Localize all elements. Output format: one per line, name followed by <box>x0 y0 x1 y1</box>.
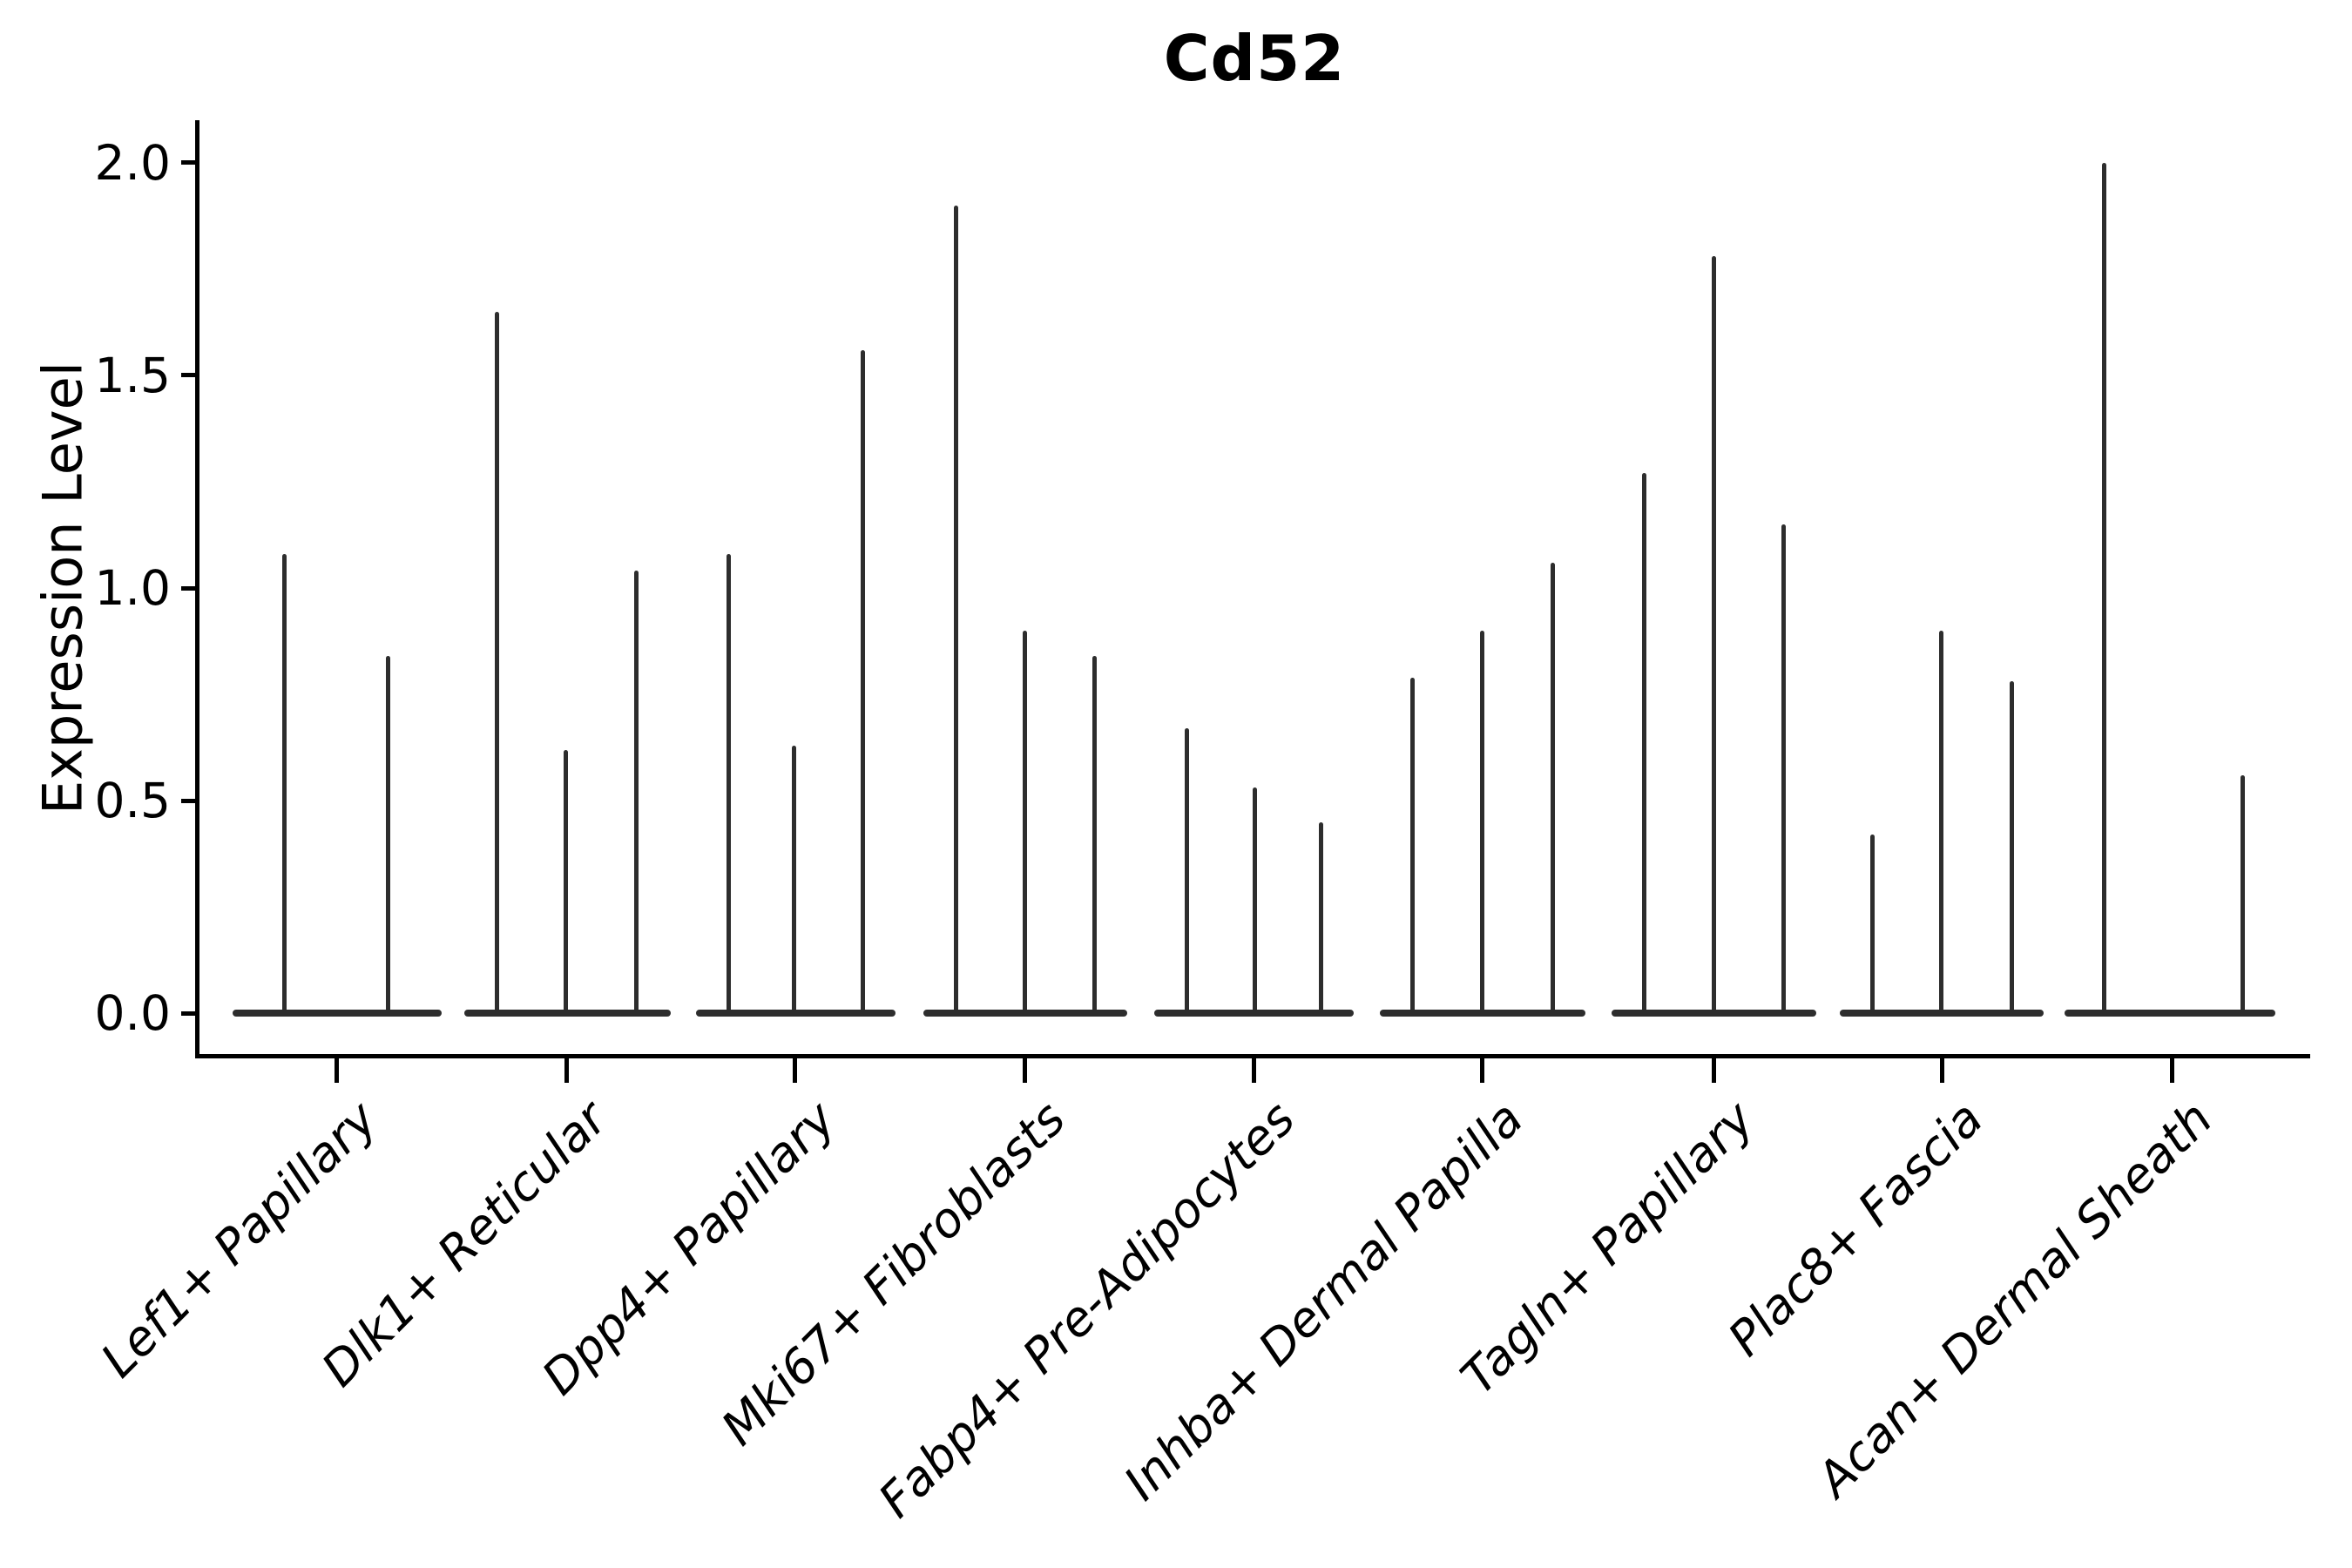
violin-baseline <box>2065 1010 2275 1017</box>
y-tick-mark <box>181 373 195 378</box>
violin-spike <box>726 553 731 1017</box>
violin-spike <box>1092 656 1097 1017</box>
violin-spike <box>633 571 639 1017</box>
y-tick-label: 1.5 <box>94 347 171 403</box>
violin-spike <box>1938 630 1943 1017</box>
y-tick-label: 0.0 <box>94 985 171 1042</box>
violin-baseline <box>233 1010 442 1017</box>
x-axis-spine <box>195 1054 2310 1058</box>
violin-spike <box>1641 473 1646 1017</box>
violin-spike <box>1781 524 1786 1017</box>
x-tick-mark <box>1022 1058 1027 1083</box>
violin-spike <box>494 311 499 1017</box>
violin-spike <box>1479 630 1484 1017</box>
violin-spike <box>791 745 796 1017</box>
violin-spike <box>1252 787 1257 1017</box>
x-tick-mark <box>1711 1058 1716 1083</box>
violin-spike <box>385 656 390 1017</box>
violin-spike <box>1550 562 1555 1017</box>
y-tick-label: 2.0 <box>94 134 171 191</box>
violin-spike <box>1022 630 1027 1017</box>
x-tick-mark <box>1939 1058 1944 1083</box>
violin-spike <box>1184 728 1189 1017</box>
y-tick-mark <box>181 798 195 803</box>
violin-spike <box>2240 774 2245 1017</box>
violin-spike <box>1869 835 1875 1017</box>
x-tick-label: Fabp4+ Pre-Adipocytes <box>867 1090 1306 1529</box>
violin-spike <box>953 205 958 1017</box>
y-tick-mark <box>181 160 195 166</box>
violin-spike <box>860 349 865 1017</box>
violin-baseline <box>696 1010 896 1017</box>
y-tick-mark <box>181 585 195 591</box>
violin-spike <box>2101 162 2106 1017</box>
x-tick-mark <box>564 1058 569 1083</box>
y-tick-mark <box>181 1010 195 1016</box>
violin-baseline <box>464 1010 671 1017</box>
x-tick-mark <box>1251 1058 1256 1083</box>
y-tick-label: 1.0 <box>94 560 171 616</box>
x-tick-mark <box>334 1058 339 1083</box>
y-tick-label: 0.5 <box>94 773 171 829</box>
x-tick-mark <box>1479 1058 1484 1083</box>
violin-spike <box>1711 256 1716 1017</box>
x-tick-mark <box>792 1058 797 1083</box>
plot-title: Cd52 <box>1163 22 1346 95</box>
x-tick-label: Inhba+ Dermal Papilla <box>1112 1090 1534 1511</box>
violin-spike <box>1318 821 1323 1017</box>
violin-spike <box>281 553 287 1017</box>
x-tick-label: Acan+ Dermal Sheath <box>1806 1090 2224 1508</box>
y-axis-spine <box>195 120 199 1058</box>
violin-spike <box>563 749 568 1017</box>
x-tick-mark <box>2169 1058 2174 1083</box>
violin-spike <box>1409 677 1415 1017</box>
violin-spike <box>2009 681 2014 1017</box>
